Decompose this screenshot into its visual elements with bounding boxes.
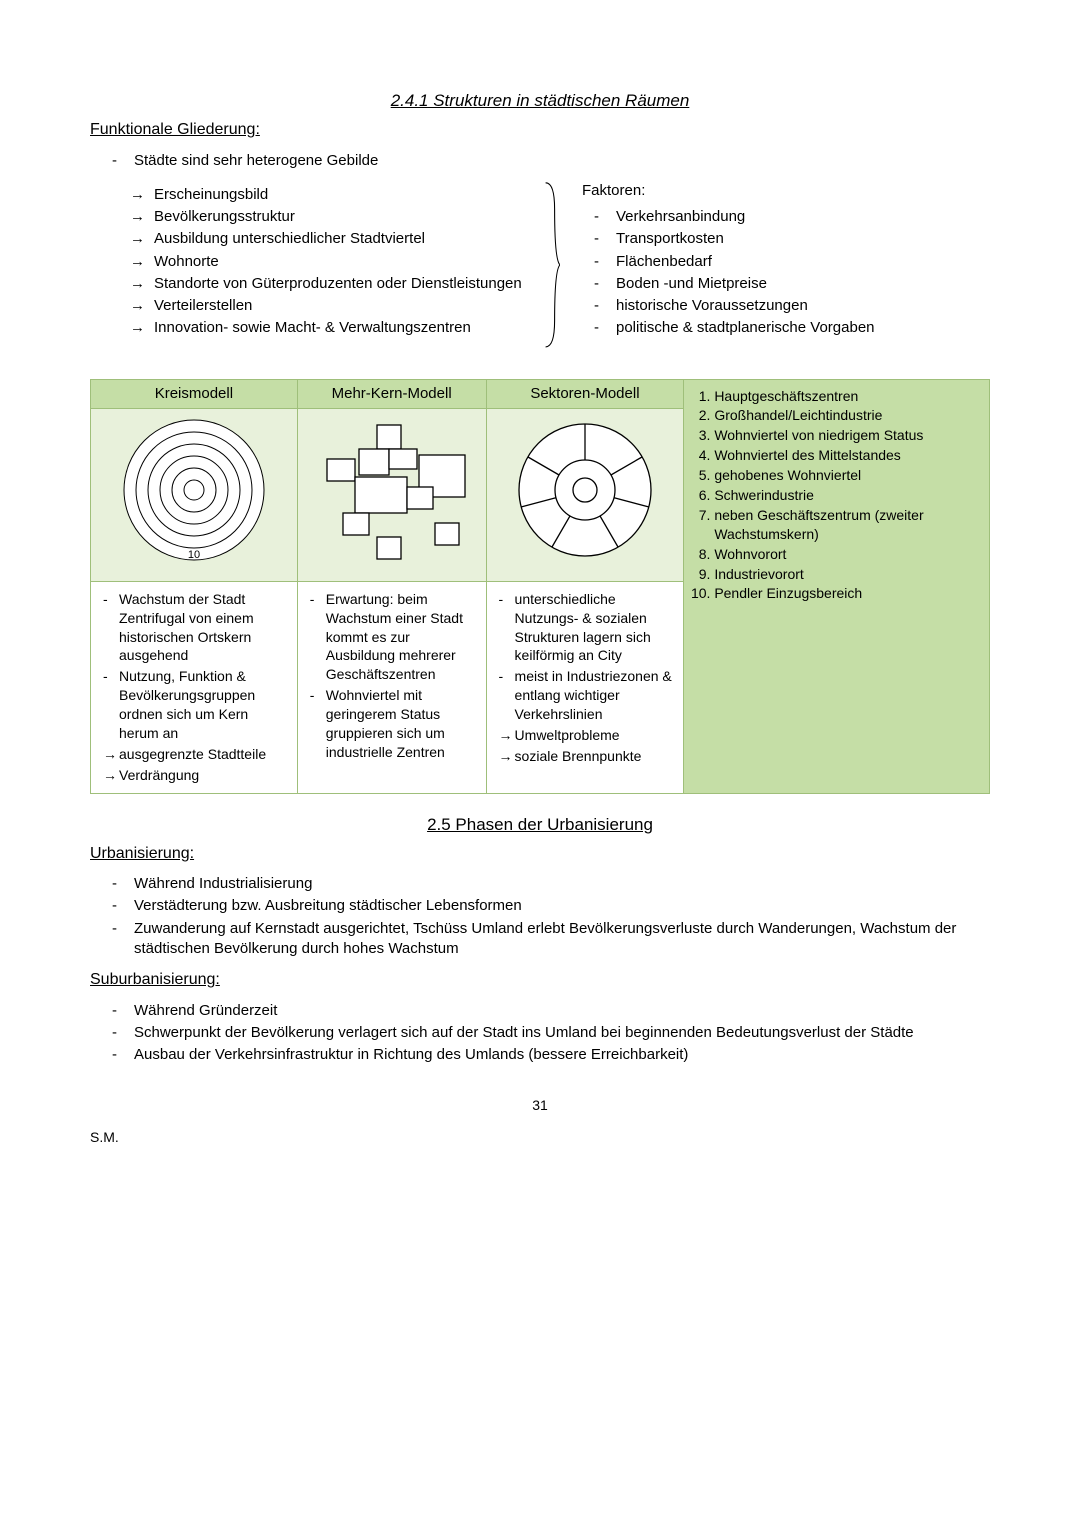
svg-text:4: 4 — [545, 516, 551, 528]
svg-text:5: 5 — [439, 470, 445, 482]
factor-item: Flächenbedarf — [594, 252, 990, 272]
list-item: Zuwanderung auf Kernstadt ausgerichtet, … — [112, 919, 990, 960]
legend-cell: HauptgeschäftszentrenGroßhandel/Leichtin… — [684, 379, 990, 793]
legend-item: Großhandel/Leichtindustrie — [714, 406, 981, 425]
factor-item: historische Voraussetzungen — [594, 296, 990, 316]
section-title-241: 2.4.1 Strukturen in städtischen Räumen — [90, 90, 990, 113]
cell-item: ausgegrenzte Stadtteile — [103, 745, 289, 764]
svg-text:3: 3 — [583, 534, 589, 546]
svg-text:6: 6 — [353, 519, 359, 531]
mehrkern-text-cell: Erwartung: beim Wachstum einer Stadt kom… — [297, 581, 486, 793]
list-item: Ausbau der Verkehrsinfrastruktur in Rich… — [112, 1045, 990, 1065]
mehrkern-diagram-svg: 3 2 1 3 5 3 6 7 8 9 — [307, 415, 477, 565]
list-item: Verstädterung bzw. Ausbreitung städtisch… — [112, 896, 990, 916]
arrow-item: Wohnorte — [130, 252, 522, 272]
footer-author: S.M. — [90, 1128, 990, 1147]
legend-item: Wohnviertel von niedrigem Status — [714, 426, 981, 445]
svg-text:1: 1 — [582, 485, 588, 497]
cell-item: meist in Industriezonen & entlang wichti… — [499, 667, 676, 724]
intro-list: Städte sind sehr heterogene Gebilde — [90, 151, 990, 171]
legend-list: HauptgeschäftszentrenGroßhandel/Leichtin… — [692, 387, 981, 604]
list-item: Schwerpunkt der Bevölkerung verlagert si… — [112, 1023, 990, 1043]
cell-item: Verdrängung — [103, 766, 289, 785]
svg-text:9: 9 — [386, 543, 392, 555]
sektoren-text-cell: unterschiedliche Nutzungs- & sozialen St… — [486, 581, 684, 793]
svg-text:4: 4 — [621, 516, 627, 528]
arrow-item: Erscheinungsbild — [130, 185, 522, 205]
arrow-item: Standorte von Güterproduzenten oder Dien… — [130, 274, 522, 294]
kreis-text-cell: Wachstum der Stadt Zentrifugal von einem… — [91, 581, 298, 793]
cell-item: Wohnviertel mit geringerem Status gruppi… — [310, 686, 478, 762]
sektoren-diagram-cell: 1 2 3 2 5 4 3 4 3 — [486, 408, 684, 581]
arrow-list-left: ErscheinungsbildBevölkerungsstrukturAusb… — [90, 185, 522, 339]
urban-list: Während IndustrialisierungVerstädterung … — [90, 874, 990, 959]
arrow-item: Innovation- sowie Macht- & Verwaltungsze… — [130, 318, 522, 338]
cell-item: unterschiedliche Nutzungs- & sozialen St… — [499, 590, 676, 666]
arrow-item: Bevölkerungsstruktur — [130, 207, 522, 227]
svg-text:7: 7 — [417, 493, 423, 505]
svg-text:3: 3 — [389, 432, 395, 444]
factor-item: politische & stadtplanerische Vorgaben — [594, 318, 990, 338]
factor-item: Boden -und Mietpreise — [594, 274, 990, 294]
svg-text:3: 3 — [338, 465, 344, 477]
list-item: Während Industrialisierung — [112, 874, 990, 894]
svg-text:10: 10 — [188, 549, 200, 561]
svg-text:2: 2 — [603, 472, 609, 484]
svg-text:3: 3 — [567, 472, 573, 484]
mehrkern-diagram-cell: 3 2 1 3 5 3 6 7 8 9 — [297, 408, 486, 581]
arrow-item: Verteilerstellen — [130, 296, 522, 316]
section-title-25: 2.5 Phasen der Urbanisierung — [90, 814, 990, 837]
th-sektoren: Sektoren-Modell — [486, 379, 684, 408]
svg-text:8: 8 — [444, 529, 450, 541]
kreis-diagram-svg: 10 — [119, 415, 269, 565]
cell-item: Umweltprobleme — [499, 726, 676, 745]
legend-item: Pendler Einzugsbereich — [714, 584, 981, 603]
cell-item: Nutzung, Funktion & Bevölkerungsgruppen … — [103, 667, 289, 743]
page-number: 31 — [90, 1096, 990, 1115]
legend-item: neben Geschäftszentrum (zweiter Wachstum… — [714, 506, 981, 544]
cell-item: Wachstum der Stadt Zentrifugal von einem… — [103, 590, 289, 666]
legend-item: Industrievorort — [714, 565, 981, 584]
factors-list: VerkehrsanbindungTransportkosten Flächenb… — [582, 207, 990, 339]
factor-item: Transportkosten — [594, 229, 990, 249]
svg-text:1: 1 — [400, 454, 406, 466]
svg-text:2: 2 — [603, 438, 609, 450]
urban-head: Urbanisierung: — [90, 843, 990, 865]
legend-item: Schwerindustrie — [714, 486, 981, 505]
models-table: Kreismodell Mehr-Kern-Modell Sektoren-Mo… — [90, 379, 990, 794]
svg-text:3: 3 — [541, 476, 547, 488]
cell-item: soziale Brennpunkte — [499, 747, 676, 766]
cell-item: Erwartung: beim Wachstum einer Stadt kom… — [310, 590, 478, 684]
subhead-funktionale: Funktionale Gliederung: — [90, 119, 990, 141]
curly-brace — [542, 181, 562, 349]
legend-item: Wohnvorort — [714, 545, 981, 564]
svg-text:3: 3 — [377, 490, 383, 502]
arrow-item: Ausbildung unterschiedlicher Stadtvierte… — [130, 229, 522, 249]
legend-item: Wohnviertel des Mittelstandes — [714, 446, 981, 465]
th-mehrkern: Mehr-Kern-Modell — [297, 379, 486, 408]
kreis-diagram-cell: 10 — [91, 408, 298, 581]
legend-item: gehobenes Wohnviertel — [714, 466, 981, 485]
intro-item: Städte sind sehr heterogene Gebilde — [112, 151, 990, 171]
factors-head: Faktoren: — [582, 181, 990, 201]
list-item: Während Gründerzeit — [112, 1001, 990, 1021]
sektoren-diagram-svg: 1 2 3 2 5 4 3 4 3 — [505, 415, 665, 565]
th-kreis: Kreismodell — [91, 379, 298, 408]
svg-text:5: 5 — [633, 476, 639, 488]
svg-text:2: 2 — [371, 457, 377, 469]
suburban-head: Suburbanisierung: — [90, 969, 990, 991]
legend-item: Hauptgeschäftszentren — [714, 387, 981, 406]
factor-item: Verkehrsanbindung — [594, 207, 990, 227]
suburban-list: Während GründerzeitSchwerpunkt der Bevöl… — [90, 1001, 990, 1066]
